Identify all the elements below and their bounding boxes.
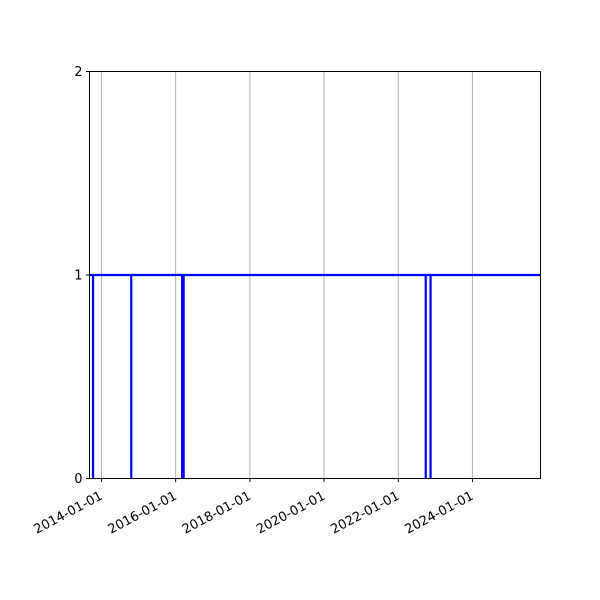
x-tick-label: 2020-01-01 bbox=[254, 489, 328, 538]
x-tick-label: 2024-01-01 bbox=[403, 489, 477, 538]
x-tick-label: 2016-01-01 bbox=[106, 489, 180, 538]
y-tick-label: 1 bbox=[74, 269, 82, 284]
x-tick-label: 2014-01-01 bbox=[32, 489, 106, 538]
y-tick-label: 2 bbox=[74, 65, 82, 80]
x-tick-label: 2022-01-01 bbox=[328, 489, 402, 538]
y-tick-label: 0 bbox=[74, 472, 82, 487]
x-tick-label: 2018-01-01 bbox=[180, 489, 254, 538]
